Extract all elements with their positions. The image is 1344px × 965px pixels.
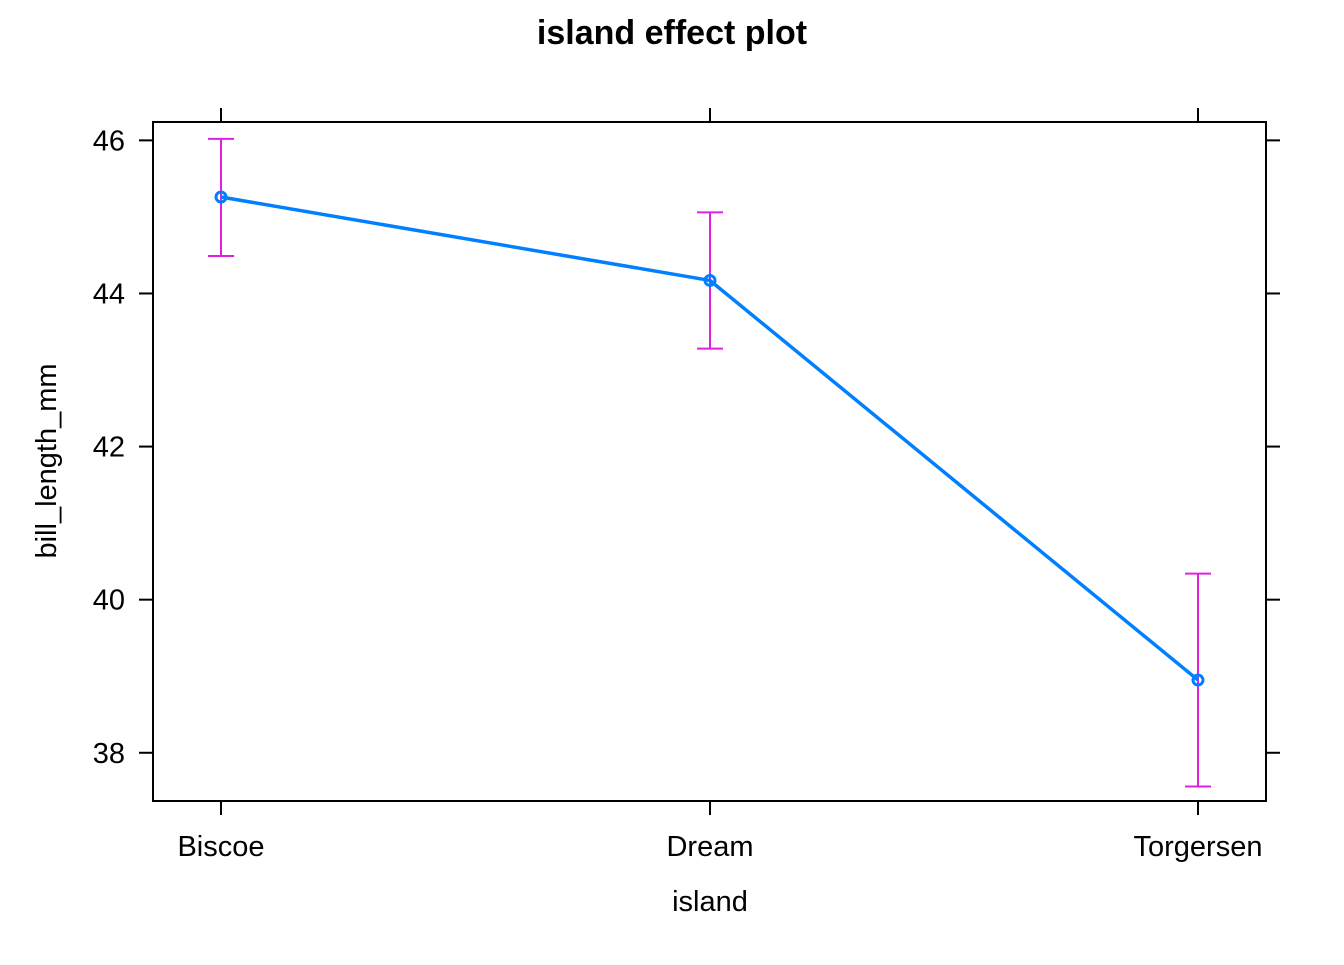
- x-tick-label: Biscoe: [177, 831, 264, 863]
- y-tick-label: 42: [93, 432, 125, 464]
- y-axis-label: bill_length_mm: [31, 363, 63, 558]
- x-tick-label: Dream: [666, 831, 753, 863]
- chart-marks: [208, 137, 1211, 788]
- data-point: [703, 273, 717, 287]
- chart-title: island effect plot: [537, 14, 807, 52]
- y-tick-label: 46: [93, 125, 125, 157]
- x-axis-label: island: [672, 886, 748, 918]
- y-tick-label: 40: [93, 585, 125, 617]
- data-point: [214, 190, 228, 204]
- data-point: [1191, 673, 1205, 687]
- x-tick-label: Torgersen: [1134, 831, 1263, 863]
- y-tick-label: 44: [93, 278, 125, 310]
- series-line: [220, 195, 1200, 682]
- axis-ticks: 38 40 42 44 46 Biscoe Dream Torgersen: [93, 108, 1280, 863]
- y-tick-label: 38: [93, 738, 125, 770]
